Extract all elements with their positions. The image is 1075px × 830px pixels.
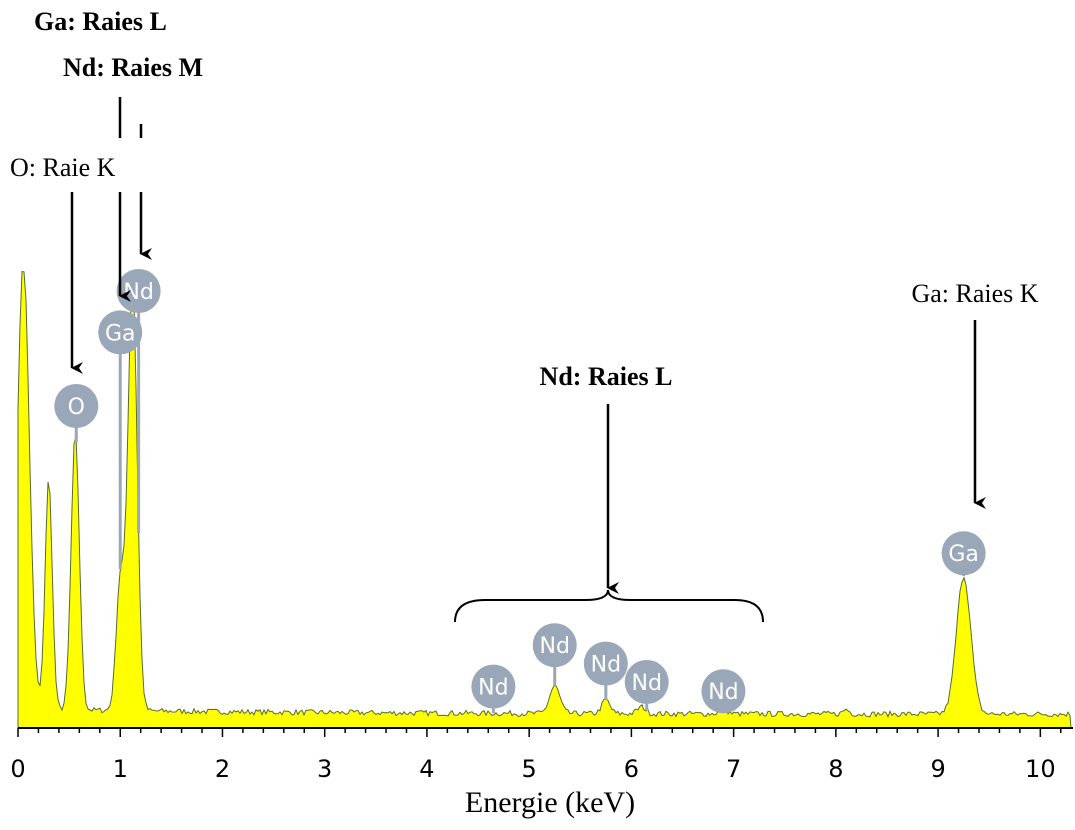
x-tick-label: 9 xyxy=(930,755,945,783)
element-marker: Nd xyxy=(116,269,161,533)
element-marker-badge xyxy=(701,669,746,714)
element-marker-label: Nd xyxy=(632,671,662,696)
element-marker-badge xyxy=(54,384,99,428)
spectrum-area xyxy=(17,270,1072,729)
annotation-label: Ga: Raies K xyxy=(911,279,1038,308)
element-marker-label: O xyxy=(68,395,85,420)
element-marker-label: Nd xyxy=(591,653,621,678)
x-tick-label: 8 xyxy=(828,755,843,783)
x-tick-label: 5 xyxy=(522,755,537,783)
element-marker-label: Ga xyxy=(948,542,979,567)
x-tick-label: 2 xyxy=(215,755,230,783)
element-marker-label: Nd xyxy=(123,280,153,305)
element-marker-badge xyxy=(583,641,628,686)
x-tick-label: 7 xyxy=(726,755,741,783)
annotation-label: Nd: Raies L xyxy=(540,362,673,391)
x-tick-label: 1 xyxy=(113,755,128,783)
element-marker: Nd xyxy=(532,623,577,686)
spectrum-layer xyxy=(17,270,1072,729)
annotation-label: O: Raie K xyxy=(10,153,116,182)
x-tick-label: 3 xyxy=(317,755,332,783)
annotation-layer: Ga: Raies L Nd: Raies M O: Raie K Nd: Raies… xyxy=(10,7,1039,623)
x-tick-label: 10 xyxy=(1025,755,1056,783)
element-marker-badge xyxy=(941,531,986,576)
nd-l-brace xyxy=(454,589,764,623)
element-marker: Nd xyxy=(701,669,746,714)
element-marker-label: Nd xyxy=(708,680,738,705)
x-axis-label: Energie (keV) xyxy=(465,786,635,819)
element-marker-label: Nd xyxy=(478,676,508,701)
annotation-label: Nd: Raies M xyxy=(63,53,203,82)
element-marker: Nd xyxy=(624,660,669,711)
x-tick-label: 4 xyxy=(419,755,434,783)
x-tick-label: 6 xyxy=(624,755,639,783)
element-marker: Nd xyxy=(471,664,516,714)
element-marker: O xyxy=(54,384,99,443)
element-marker-label: Nd xyxy=(540,634,570,659)
element-marker: Ga xyxy=(941,531,986,577)
x-axis: 0 1 2 3 4 5 6 7 8 9 10 xyxy=(10,727,1073,783)
element-marker-badge xyxy=(471,664,516,709)
element-marker-badge xyxy=(624,660,669,704)
element-marker-layer: O Ga Nd Nd Nd Nd Nd Nd Ga xyxy=(54,269,986,714)
element-marker-badge xyxy=(532,623,577,668)
element-marker: Nd xyxy=(583,641,628,700)
element-marker: Ga xyxy=(98,310,143,570)
element-marker-badge xyxy=(98,310,143,355)
element-marker-badge xyxy=(116,269,161,313)
x-tick-label: 0 xyxy=(10,755,25,783)
annotation-label: Ga: Raies L xyxy=(34,7,167,36)
element-marker-label: Ga xyxy=(105,321,136,346)
